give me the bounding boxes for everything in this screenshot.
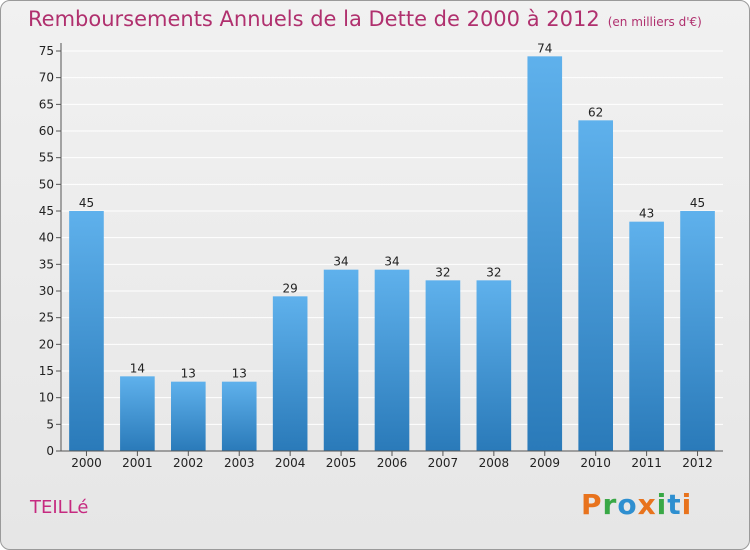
data-label: 45 [79, 196, 94, 210]
data-label: 32 [486, 265, 501, 279]
logo-letter: i [656, 488, 668, 521]
bar-2002 [170, 381, 206, 451]
data-label: 45 [690, 196, 705, 210]
logo-letter: x [637, 488, 657, 521]
data-label: 32 [435, 265, 450, 279]
bar-2000 [69, 211, 104, 451]
data-label: 74 [537, 41, 552, 55]
y-tick-label: 10 [39, 391, 54, 405]
y-tick-label: 35 [39, 257, 54, 271]
data-label: 14 [130, 361, 145, 375]
bar-2010 [578, 120, 614, 451]
chart-title: Remboursements Annuels de la Dette de 20… [28, 7, 702, 31]
y-tick-label: 65 [39, 97, 54, 111]
y-tick-label: 75 [39, 44, 54, 58]
bar-2008 [476, 280, 512, 451]
chart-unit: (en milliers d'€) [607, 15, 702, 29]
x-tick-label: 2010 [580, 456, 611, 470]
proxiti-logo: Proxiti [581, 488, 692, 521]
logo-letter: t [667, 488, 682, 521]
data-label: 13 [181, 367, 196, 381]
logo-letter: r [602, 488, 618, 521]
bar-2007 [425, 280, 461, 451]
logo-letter: o [617, 488, 638, 521]
bar-2001 [120, 376, 155, 451]
y-tick-label: 40 [39, 231, 54, 245]
x-tick-label: 2002 [173, 456, 204, 470]
y-tick-label: 50 [39, 177, 54, 191]
bar-2005 [323, 269, 359, 451]
y-tick-label: 55 [39, 151, 54, 165]
y-tick-label: 45 [39, 204, 54, 218]
x-tick-label: 2009 [529, 456, 560, 470]
y-tick-label: 20 [39, 337, 54, 351]
data-label: 13 [232, 367, 247, 381]
x-tick-label: 2007 [428, 456, 459, 470]
x-tick-label: 2011 [631, 456, 662, 470]
axes: 0 5 10 15 20 25 30 35 40 45 50 55 60 65 70 75 2000 2001 20… [39, 43, 723, 470]
bar-2012 [680, 211, 715, 451]
data-label: 34 [333, 255, 348, 269]
data-label: 34 [384, 255, 399, 269]
chart-title-text: Remboursements Annuels de la Dette de 20… [28, 7, 600, 31]
commune-name: TEILLé [30, 497, 89, 518]
data-label: 62 [588, 105, 603, 119]
bar-2009 [527, 56, 563, 451]
bar-2011 [629, 221, 664, 451]
y-tick-label: 15 [39, 364, 54, 378]
y-tick-label: 70 [39, 71, 54, 85]
data-label: 29 [283, 281, 298, 295]
y-tick-label: 30 [39, 284, 54, 298]
x-tick-label: 2003 [224, 456, 255, 470]
x-tick-label: 2006 [377, 456, 408, 470]
x-tick-label: 2008 [479, 456, 510, 470]
logo-letter: i [681, 488, 693, 521]
x-tick-label: 2001 [122, 456, 153, 470]
bar-2003 [221, 381, 257, 451]
x-tick-label: 2000 [71, 456, 102, 470]
x-tick-label: 2004 [275, 456, 306, 470]
logo-letter: P [581, 488, 603, 521]
x-tick-label: 2005 [326, 456, 357, 470]
y-tick-label: 5 [46, 417, 54, 431]
data-label: 43 [639, 207, 654, 221]
bar-2004 [272, 296, 308, 451]
x-tick-label: 2012 [682, 456, 713, 470]
y-tick-label: 0 [46, 444, 54, 458]
bar-2006 [374, 269, 410, 451]
y-tick-label: 60 [39, 124, 54, 138]
bars: 45 14 13 13 29 34 34 32 32 74 62 43 45 [69, 41, 715, 451]
y-tick-label: 25 [39, 311, 54, 325]
